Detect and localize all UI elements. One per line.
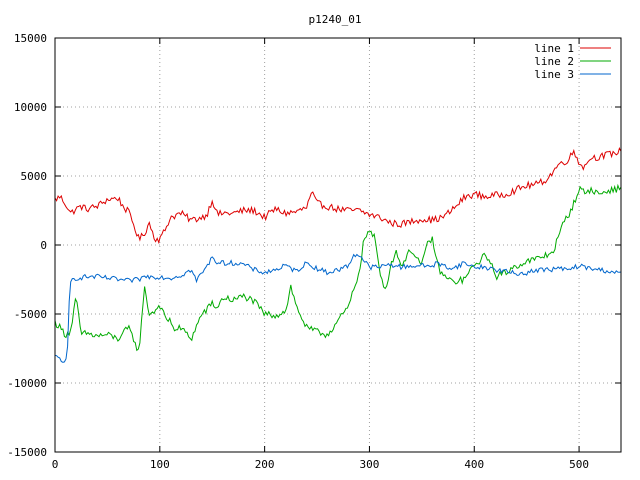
series-line-2 — [54, 183, 622, 352]
grid — [55, 38, 621, 452]
x-tick-label-2: 200 — [255, 458, 275, 471]
x-tick-label-5: 500 — [569, 458, 589, 471]
x-tick-label-1: 100 — [150, 458, 170, 471]
legend-label-1: line 1 — [534, 42, 574, 55]
plot-area — [54, 146, 622, 363]
series-line-1 — [54, 146, 622, 245]
axis-ticks: 0 100 200 300 400 500 -15000 -10000 -5000 0 5000 10… — [7, 32, 621, 471]
legend-label-2: line 2 — [534, 55, 574, 68]
y-tick-label-1: -10000 — [7, 377, 47, 390]
y-tick-label-5: 10000 — [14, 101, 47, 114]
y-tick-label-4: 5000 — [21, 170, 48, 183]
x-tick-label-4: 400 — [464, 458, 484, 471]
series-line-3 — [54, 253, 622, 363]
y-tick-label-6: 15000 — [14, 32, 47, 45]
y-tick-label-0: -15000 — [7, 446, 47, 459]
y-tick-label-3: 0 — [40, 239, 47, 252]
chart-title: p1240_01 — [309, 13, 362, 26]
x-tick-label-0: 0 — [52, 458, 59, 471]
y-tick-label-2: -5000 — [14, 308, 47, 321]
legend-label-3: line 3 — [534, 68, 574, 81]
x-tick-label-3: 300 — [360, 458, 380, 471]
